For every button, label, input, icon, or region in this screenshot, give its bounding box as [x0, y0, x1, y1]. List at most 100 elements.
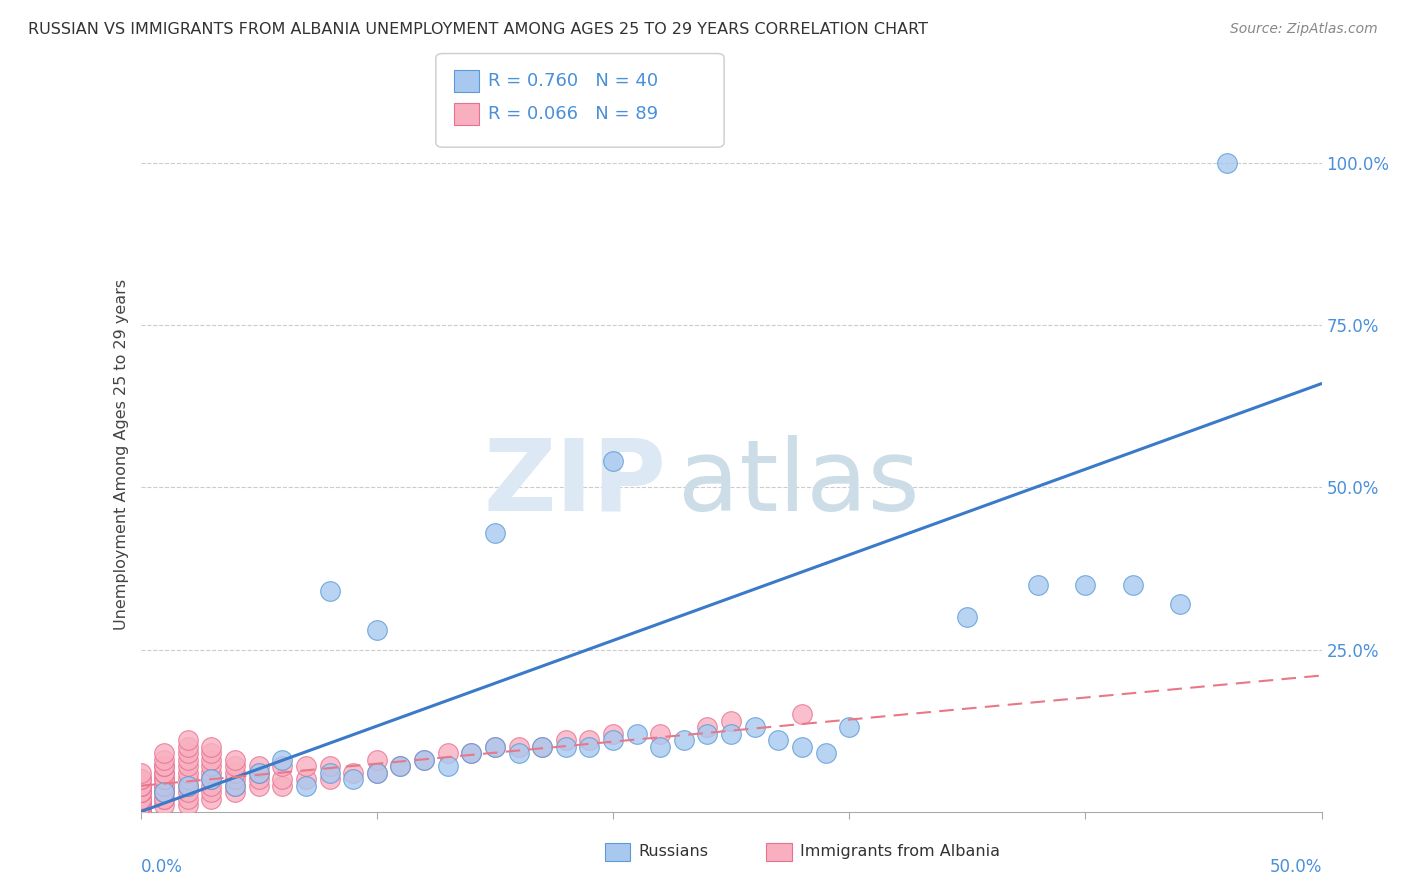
Point — [129, 798, 152, 813]
Point — [153, 785, 176, 799]
Point — [436, 759, 458, 773]
Point — [153, 779, 176, 793]
Point — [838, 720, 860, 734]
Point — [531, 739, 554, 754]
Point — [484, 739, 506, 754]
Point — [129, 798, 152, 813]
Point — [129, 805, 152, 819]
Point — [602, 727, 624, 741]
Point — [413, 753, 436, 767]
Point — [247, 759, 270, 773]
Point — [177, 753, 200, 767]
Point — [129, 791, 152, 805]
Point — [413, 753, 436, 767]
Point — [247, 765, 270, 780]
Text: RUSSIAN VS IMMIGRANTS FROM ALBANIA UNEMPLOYMENT AMONG AGES 25 TO 29 YEARS CORREL: RUSSIAN VS IMMIGRANTS FROM ALBANIA UNEMP… — [28, 22, 928, 37]
Point — [342, 772, 364, 787]
Point — [129, 779, 152, 793]
Text: 0.0%: 0.0% — [141, 858, 183, 876]
Point — [153, 791, 176, 805]
Point — [790, 707, 813, 722]
Point — [578, 733, 600, 747]
Point — [200, 747, 222, 761]
Point — [224, 785, 246, 799]
Point — [366, 765, 388, 780]
Point — [554, 733, 576, 747]
Point — [153, 791, 176, 805]
Text: 50.0%: 50.0% — [1270, 858, 1322, 876]
Point — [484, 739, 506, 754]
Point — [1122, 577, 1144, 591]
Point — [177, 779, 200, 793]
Point — [650, 727, 672, 741]
Point — [626, 727, 648, 741]
Point — [129, 785, 152, 799]
Point — [318, 765, 340, 780]
Point — [153, 772, 176, 787]
Point — [578, 739, 600, 754]
Y-axis label: Unemployment Among Ages 25 to 29 years: Unemployment Among Ages 25 to 29 years — [114, 279, 129, 631]
Point — [436, 747, 458, 761]
Point — [224, 759, 246, 773]
Point — [153, 779, 176, 793]
Point — [366, 623, 388, 637]
Point — [224, 779, 246, 793]
Point — [1168, 597, 1191, 611]
Point — [531, 739, 554, 754]
Point — [177, 798, 200, 813]
Point — [200, 791, 222, 805]
Point — [177, 779, 200, 793]
Point — [129, 805, 152, 819]
Point — [295, 772, 318, 787]
Text: Russians: Russians — [638, 845, 709, 859]
Point — [224, 753, 246, 767]
Point — [696, 727, 718, 741]
Point — [271, 753, 294, 767]
Point — [177, 772, 200, 787]
Text: R = 0.066   N = 89: R = 0.066 N = 89 — [488, 105, 658, 123]
Point — [129, 765, 152, 780]
Point — [129, 798, 152, 813]
Point — [460, 747, 482, 761]
Point — [318, 759, 340, 773]
Point — [177, 785, 200, 799]
Point — [153, 785, 176, 799]
Point — [200, 779, 222, 793]
Point — [366, 765, 388, 780]
Point — [200, 772, 222, 787]
Point — [200, 785, 222, 799]
Point — [460, 747, 482, 761]
Point — [1216, 156, 1239, 170]
Point — [484, 525, 506, 540]
Point — [768, 733, 790, 747]
Point — [200, 765, 222, 780]
Point — [200, 759, 222, 773]
Point — [177, 733, 200, 747]
Point — [1074, 577, 1097, 591]
Point — [720, 727, 742, 741]
Point — [696, 720, 718, 734]
Point — [129, 791, 152, 805]
Point — [224, 772, 246, 787]
Point — [200, 772, 222, 787]
Point — [318, 584, 340, 599]
Point — [129, 805, 152, 819]
Point — [129, 791, 152, 805]
Point — [177, 739, 200, 754]
Text: Immigrants from Albania: Immigrants from Albania — [800, 845, 1000, 859]
Point — [129, 779, 152, 793]
Point — [366, 753, 388, 767]
Point — [153, 753, 176, 767]
Point — [295, 759, 318, 773]
Point — [153, 785, 176, 799]
Point — [247, 779, 270, 793]
Point — [744, 720, 766, 734]
Point — [153, 759, 176, 773]
Point — [200, 753, 222, 767]
Point — [247, 765, 270, 780]
Point — [129, 779, 152, 793]
Point — [224, 779, 246, 793]
Point — [720, 714, 742, 728]
Point — [129, 798, 152, 813]
Point — [554, 739, 576, 754]
